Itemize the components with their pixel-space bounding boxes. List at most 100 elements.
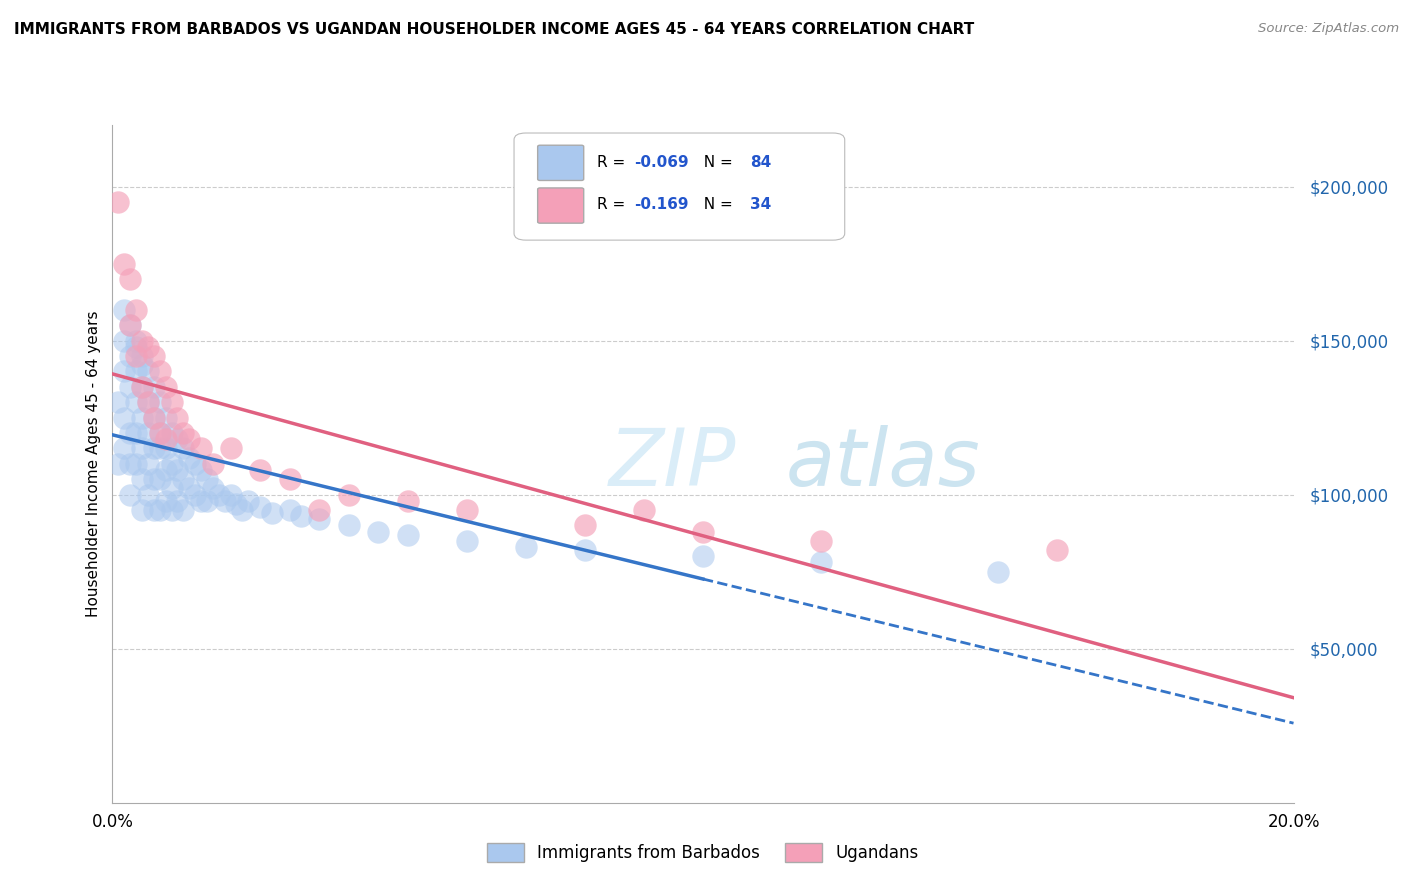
Point [131,380,153,394]
Point [131,410,153,425]
Point [142,410,165,425]
Text: 84: 84 [751,154,772,169]
Point [142,380,165,394]
Point [201,482,224,496]
Point [172,472,194,486]
Point [278,503,301,517]
Point [396,493,419,508]
Point [219,488,242,502]
Point [633,503,655,517]
Point [136,395,159,409]
FancyBboxPatch shape [515,133,845,240]
Point [166,463,188,477]
Point [136,395,159,409]
Point [120,380,142,394]
Point [136,340,159,354]
Point [120,272,142,286]
Point [184,457,207,471]
Point [125,349,148,363]
Point [125,395,148,409]
Point [278,472,301,486]
Point [120,318,142,333]
Point [112,334,135,348]
Point [160,457,183,471]
Point [107,395,129,409]
Point [172,442,194,456]
Point [155,380,177,394]
Text: Source: ZipAtlas.com: Source: ZipAtlas.com [1258,22,1399,36]
Point [136,364,159,378]
Point [337,518,360,533]
Point [190,463,212,477]
Point [131,334,153,348]
Point [120,349,142,363]
Point [249,500,271,514]
Point [456,533,478,548]
Text: R =: R = [596,154,630,169]
Text: atlas: atlas [786,425,980,503]
Point [131,349,153,363]
Point [249,463,271,477]
Point [155,410,177,425]
Point [107,457,129,471]
Text: -0.069: -0.069 [634,154,689,169]
Point [155,463,177,477]
Point [112,302,135,317]
Point [155,442,177,456]
Point [231,503,253,517]
Point [149,395,172,409]
Point [190,442,212,456]
FancyBboxPatch shape [537,145,583,180]
Point [172,503,194,517]
Point [125,302,148,317]
Text: ZIP: ZIP [609,425,735,503]
Legend: Immigrants from Barbados, Ugandans: Immigrants from Barbados, Ugandans [481,837,925,869]
Point [160,395,183,409]
Point [131,472,153,486]
Point [112,410,135,425]
Point [160,425,183,440]
Point [142,472,165,486]
Point [136,425,159,440]
Point [136,457,159,471]
Point [155,432,177,446]
Point [155,493,177,508]
Point [219,442,242,456]
Point [214,493,236,508]
Point [179,432,201,446]
Point [142,410,165,425]
Point [136,488,159,502]
Point [367,524,389,539]
Point [125,457,148,471]
Point [179,450,201,465]
Point [260,506,283,520]
Point [142,349,165,363]
Point [195,493,218,508]
Point [308,512,330,526]
Point [810,533,832,548]
Point [125,364,148,378]
Point [208,488,231,502]
Point [172,425,194,440]
Point [149,364,172,378]
Point [131,442,153,456]
Point [125,334,148,348]
Point [195,472,218,486]
Point [142,442,165,456]
Point [120,318,142,333]
Point [987,565,1010,579]
Text: N =: N = [693,154,737,169]
Point [142,503,165,517]
Point [692,549,714,564]
Point [308,503,330,517]
Point [179,482,201,496]
Point [120,488,142,502]
Point [120,425,142,440]
Point [515,540,537,554]
Point [112,364,135,378]
Point [337,488,360,502]
Text: R =: R = [596,197,630,212]
Point [160,503,183,517]
Point [290,509,312,524]
Point [166,410,188,425]
